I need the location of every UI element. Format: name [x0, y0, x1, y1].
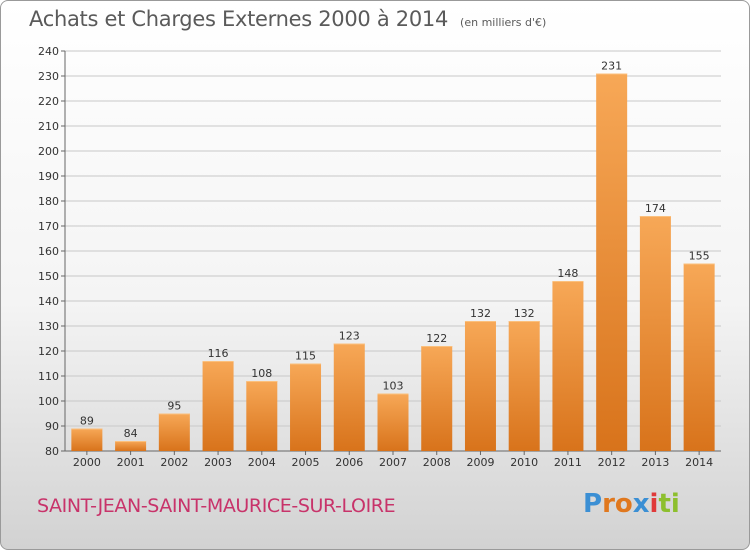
chart-subtitle: (en milliers d'€)	[460, 16, 547, 29]
x-tick-label-2007: 2007	[379, 456, 407, 469]
x-tick-label-2010: 2010	[510, 456, 538, 469]
y-tick-label: 80	[45, 445, 59, 458]
data-labels: 89 84 95 116 108 115 123 103 122 132 132 148 231 174 1…	[80, 60, 710, 441]
bar-2010[interactable]	[508, 321, 540, 451]
x-tick-label-2001: 2001	[117, 456, 145, 469]
y-tick-label: 120	[38, 345, 59, 358]
data-label-2008: 122	[426, 332, 447, 345]
y-tick-label: 140	[38, 295, 59, 308]
x-tick-label-2004: 2004	[248, 456, 276, 469]
bar-2002[interactable]	[158, 413, 190, 452]
data-label-2014: 155	[689, 250, 710, 263]
bar-2007[interactable]	[377, 393, 409, 452]
x-tick-label-2013: 2013	[641, 456, 669, 469]
bar-2009[interactable]	[464, 321, 496, 451]
logo-letter: i	[670, 489, 680, 519]
data-label-2000: 89	[80, 415, 94, 428]
data-label-2009: 132	[470, 307, 491, 320]
y-tick-label: 130	[38, 320, 59, 333]
logo-letter: P	[583, 489, 603, 519]
data-label-2013: 174	[645, 202, 666, 215]
y-tick-label: 240	[38, 45, 59, 58]
logo-letter: o	[614, 489, 633, 519]
bar-2005[interactable]	[290, 363, 322, 452]
bar-2003[interactable]	[202, 361, 234, 451]
y-tick-label: 160	[38, 245, 59, 258]
city-name: SAINT-JEAN-SAINT-MAURICE-SUR-LOIRE	[37, 495, 396, 517]
data-label-2012: 231	[601, 60, 622, 73]
x-tick-label-2008: 2008	[423, 456, 451, 469]
y-tick-label: 220	[38, 95, 59, 108]
logo-letter: i	[649, 489, 659, 519]
data-label-2002: 95	[167, 400, 181, 413]
data-label-2003: 116	[208, 347, 229, 360]
y-tick-label: 170	[38, 220, 59, 233]
bar-2004[interactable]	[246, 381, 278, 451]
y-tick-label: 110	[38, 370, 59, 383]
bar-2011[interactable]	[552, 281, 584, 451]
x-tick-label-2005: 2005	[292, 456, 320, 469]
x-tick-label-2003: 2003	[204, 456, 232, 469]
x-tick-label-2014: 2014	[685, 456, 713, 469]
data-label-2007: 103	[383, 380, 404, 393]
x-tick-label-2011: 2011	[554, 456, 582, 469]
bar-2008[interactable]	[421, 346, 453, 451]
chart-title: Achats et Charges Externes 2000 à 2014	[29, 7, 449, 31]
title-row: Achats et Charges Externes 2000 à 2014 (…	[29, 7, 546, 31]
x-tick-label-2000: 2000	[73, 456, 101, 469]
y-tick-label: 190	[38, 170, 59, 183]
data-label-2005: 115	[295, 350, 316, 363]
logo-letter: r	[602, 489, 615, 519]
logo-letter: t	[658, 489, 671, 519]
proxiti-logo[interactable]: Proxiti	[583, 489, 680, 519]
bar-2014[interactable]	[683, 263, 715, 452]
y-tick-label: 180	[38, 195, 59, 208]
data-label-2011: 148	[557, 267, 578, 280]
logo-letter: x	[632, 489, 650, 519]
y-tick-label: 150	[38, 270, 59, 283]
x-tick-label-2006: 2006	[335, 456, 363, 469]
y-tick-label: 210	[38, 120, 59, 133]
bar-2001[interactable]	[115, 441, 147, 451]
data-label-2004: 108	[251, 367, 272, 380]
data-label-2001: 84	[124, 427, 138, 440]
bar-2000[interactable]	[71, 428, 103, 452]
bar-2006[interactable]	[333, 343, 365, 452]
x-tick-label-2012: 2012	[598, 456, 626, 469]
y-tick-label: 100	[38, 395, 59, 408]
bar-2013[interactable]	[639, 216, 671, 451]
data-label-2010: 132	[514, 307, 535, 320]
x-tick-label-2002: 2002	[160, 456, 188, 469]
data-label-2006: 123	[339, 330, 360, 343]
bars	[71, 73, 715, 452]
x-tick-label-2009: 2009	[466, 456, 494, 469]
bar-2012[interactable]	[596, 73, 628, 452]
y-tick-label: 90	[45, 420, 59, 433]
y-tick-label: 230	[38, 70, 59, 83]
y-tick-label: 200	[38, 145, 59, 158]
